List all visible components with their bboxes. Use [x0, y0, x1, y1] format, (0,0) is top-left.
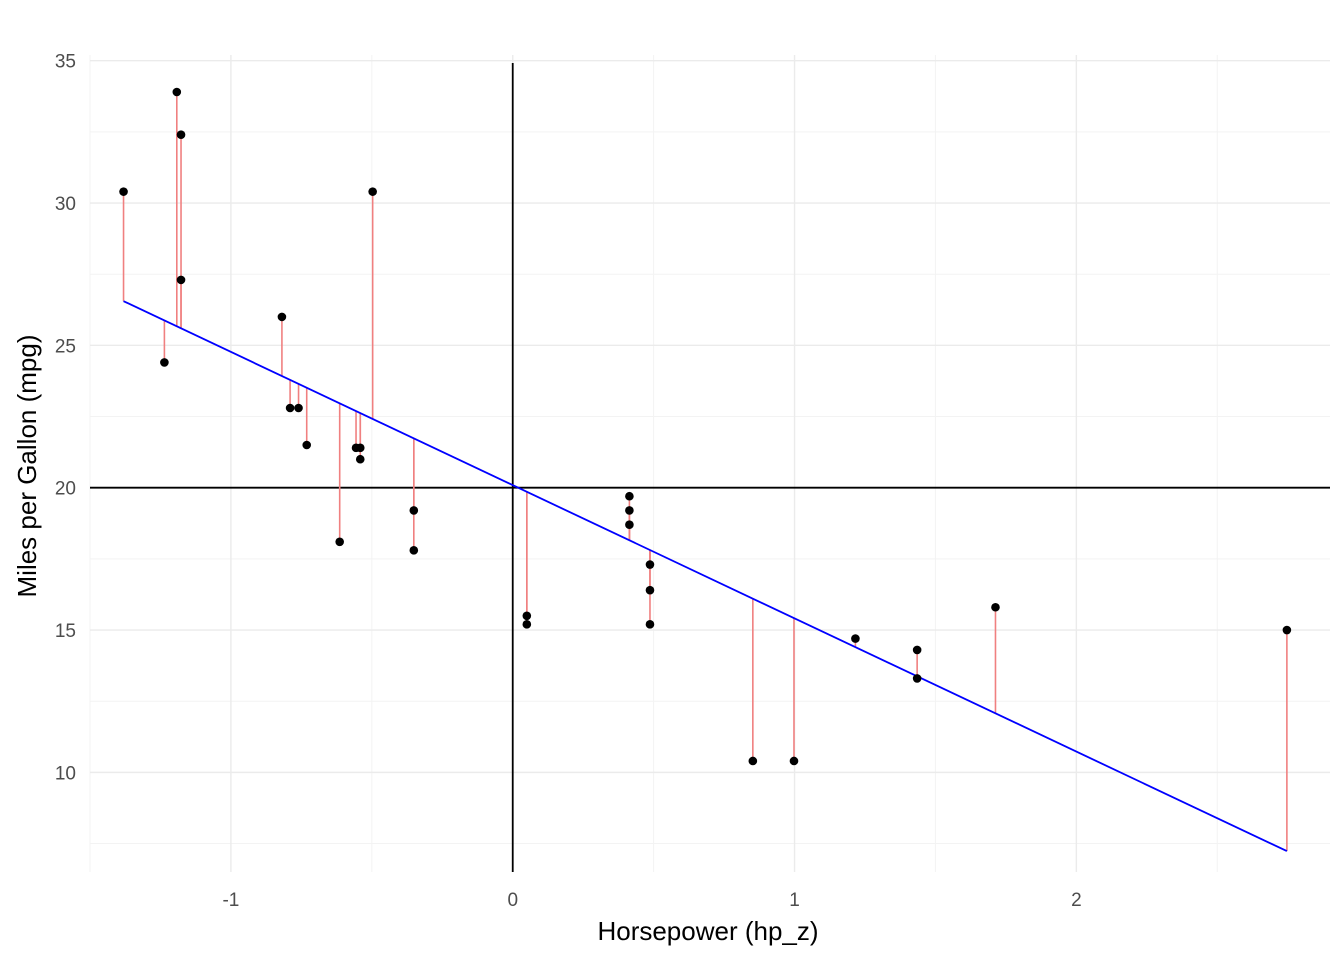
y-tick-label: 20 [55, 479, 76, 500]
major-gridlines [90, 55, 1330, 872]
x-tick-label: -1 [222, 890, 239, 911]
reference-lines [90, 63, 1330, 872]
data-point [991, 602, 1000, 612]
regression-line-group [123, 300, 1288, 852]
data-point [285, 403, 295, 413]
data-point [645, 620, 655, 629]
y-tick-label: 15 [55, 621, 76, 642]
data-point [368, 187, 377, 196]
data-point [302, 440, 312, 450]
data-point [522, 620, 532, 629]
y-axis-title: Miles per Gallon (mpg) [12, 335, 42, 598]
data-point [409, 546, 419, 555]
data-points [119, 87, 1292, 766]
data-point [409, 506, 419, 515]
data-point [625, 506, 634, 515]
residual-lines [122, 92, 1288, 852]
y-tick-label: 35 [55, 52, 76, 73]
data-point [355, 454, 365, 464]
x-tick-label: 2 [1071, 890, 1082, 911]
data-point [294, 403, 303, 413]
data-point [176, 275, 186, 285]
data-point [645, 585, 655, 595]
data-point [176, 130, 186, 140]
x-tick-label: 1 [789, 890, 800, 911]
data-point [335, 537, 344, 547]
y-tick-label: 10 [55, 763, 76, 784]
data-point [1282, 625, 1292, 635]
x-tick-labels: -1 0 1 2 [222, 890, 1081, 911]
regression-line [123, 300, 1288, 852]
data-point [912, 645, 922, 655]
data-point [160, 358, 169, 367]
data-point [748, 756, 758, 766]
y-tick-label: 30 [55, 194, 76, 215]
data-point [851, 634, 860, 643]
data-point [119, 187, 128, 196]
data-point [522, 611, 532, 621]
x-tick-label: 0 [507, 890, 518, 911]
data-point [355, 443, 365, 453]
y-tick-label: 25 [55, 336, 76, 357]
data-point [645, 560, 655, 569]
data-point [625, 520, 634, 530]
x-axis-title: Horsepower (hp_z) [597, 916, 818, 946]
minor-gridlines [89, 55, 1330, 872]
y-tick-labels: 10 15 20 25 30 35 [55, 52, 76, 785]
data-point [912, 674, 922, 683]
data-point [172, 87, 182, 97]
data-point [625, 491, 634, 501]
data-point [277, 312, 287, 322]
data-point [789, 756, 799, 766]
